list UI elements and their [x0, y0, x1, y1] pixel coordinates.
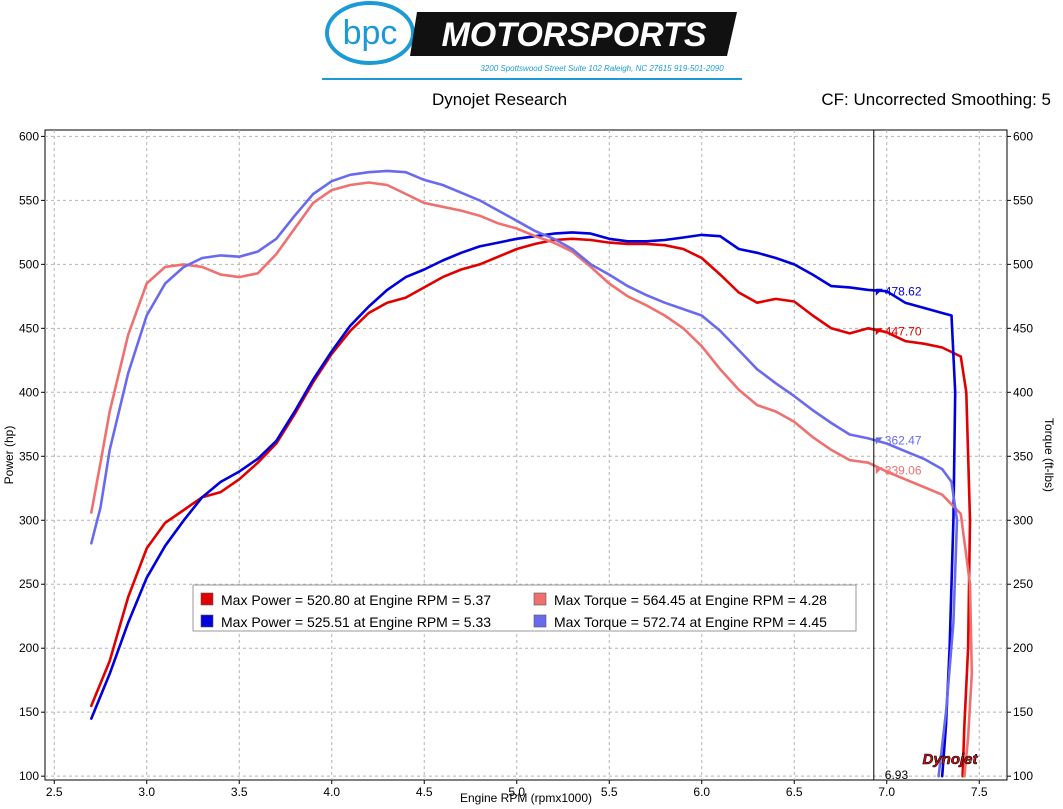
grid — [45, 130, 1007, 780]
y2-tick-label: 250 — [1013, 577, 1033, 591]
x-axis-ticks: 2.5 3.0 3.5 4.0 4.5 5.0 5.5 6.0 6.5 7.0 7.5 — [46, 780, 988, 799]
legend-swatch — [533, 592, 547, 606]
logo-brand-text: MOTORSPORTS — [441, 16, 706, 54]
legend-swatch — [200, 614, 214, 628]
legend: Max Power = 520.80 at Engine RPM = 5.37 M… — [192, 584, 857, 632]
dyno-chart: 2.5 3.0 3.5 4.0 4.5 5.0 5.5 6.0 6.5 7.0 7.5 100 150… — [2, 129, 1056, 805]
series-line-torque-3 — [90, 181, 974, 778]
y-tick-label: 200 — [19, 641, 39, 655]
y2-tick-label: 150 — [1013, 705, 1033, 719]
report-source: Dynojet Research — [432, 90, 568, 109]
cursor-x-label: 6.93 — [885, 768, 909, 782]
y2-tick-label: 200 — [1013, 641, 1033, 655]
x-tick-label: 2.5 — [46, 785, 63, 799]
series-line-power-1 — [90, 237, 972, 778]
x-tick-label: 6.0 — [693, 785, 710, 799]
legend-entry: Max Torque = 564.45 at Engine RPM = 4.28 — [554, 592, 827, 608]
y-tick-label: 450 — [19, 321, 39, 335]
x-tick-label: 7.0 — [878, 785, 895, 799]
y-tick-label: 150 — [19, 705, 39, 719]
x-tick-label: 3.5 — [231, 785, 248, 799]
cursor-marker — [875, 328, 883, 336]
legend-entry: Max Torque = 572.74 at Engine RPM = 4.45 — [554, 614, 827, 630]
logo-bpc-text: bpc — [343, 14, 398, 52]
y-tick-label: 350 — [19, 449, 39, 463]
legend-entry: Max Power = 525.51 at Engine RPM = 5.33 — [221, 614, 491, 630]
correction-info: CF: Uncorrected Smoothing: 5 — [821, 90, 1051, 109]
y2-tick-label: 550 — [1013, 193, 1033, 207]
x-tick-label: 6.5 — [786, 785, 803, 799]
cursor-value-label: 339.06 — [885, 463, 922, 477]
cursor-labels: 478.62 447.70 362.47 339.06 6.93 — [875, 285, 922, 782]
legend-box — [192, 584, 857, 632]
y2-tick-label: 450 — [1013, 321, 1033, 335]
plot-area — [44, 129, 1008, 781]
legend-swatch — [200, 592, 214, 606]
legend-swatch — [533, 614, 547, 628]
logo-address-text: 3200 Spottswood Street Suite 102 Raleigh… — [480, 64, 724, 73]
cursor-value-label: 478.62 — [885, 285, 922, 299]
x-tick-label: 4.5 — [416, 785, 433, 799]
legend-entry: Max Power = 520.80 at Engine RPM = 5.37 — [221, 592, 491, 608]
y-tick-label: 550 — [19, 193, 39, 207]
y-tick-label: 250 — [19, 577, 39, 591]
y-axis-ticks: 100 150 200 250 300 350 400 450 500 550 600 — [19, 129, 45, 783]
series-line-torque-4 — [90, 169, 959, 778]
dynojet-watermark: Dynojet — [922, 751, 978, 768]
cursor-marker — [875, 437, 883, 445]
cursor-marker — [875, 467, 883, 475]
series-line-power-2 — [90, 231, 957, 778]
x-tick-label: 5.0 — [508, 785, 525, 799]
y-tick-label: 500 — [19, 257, 39, 271]
cursor-marker — [875, 288, 883, 296]
y2-tick-label: 100 — [1013, 769, 1033, 783]
y2-tick-label: 500 — [1013, 257, 1033, 271]
x-tick-label: 5.5 — [601, 785, 618, 799]
y-axis-title: Power (hp) — [2, 426, 16, 485]
cursor-value-label: 447.70 — [885, 324, 922, 338]
y2-tick-label: 300 — [1013, 513, 1033, 527]
y-tick-label: 600 — [19, 129, 39, 143]
y2-tick-label: 400 — [1013, 385, 1033, 399]
x-axis-title: Engine RPM (rpmx1000) — [460, 791, 592, 805]
cursor-value-label: 362.47 — [885, 433, 922, 447]
y-tick-label: 100 — [19, 769, 39, 783]
y2-axis-title: Torque (ft-lbs) — [1042, 418, 1056, 492]
x-tick-label: 3.0 — [138, 785, 155, 799]
x-tick-label: 7.5 — [971, 785, 988, 799]
y2-axis-ticks: 100 150 200 250 300 350 400 450 500 550 600 — [1007, 129, 1033, 783]
series-group — [90, 169, 974, 778]
x-tick-label: 4.0 — [323, 785, 340, 799]
y-tick-label: 300 — [19, 513, 39, 527]
y2-tick-label: 350 — [1013, 449, 1033, 463]
y2-tick-label: 600 — [1013, 129, 1033, 143]
bpc-motorsports-logo: bpc MOTORSPORTS 3200 Spottswood Street S… — [322, 0, 742, 82]
y-tick-label: 400 — [19, 385, 39, 399]
